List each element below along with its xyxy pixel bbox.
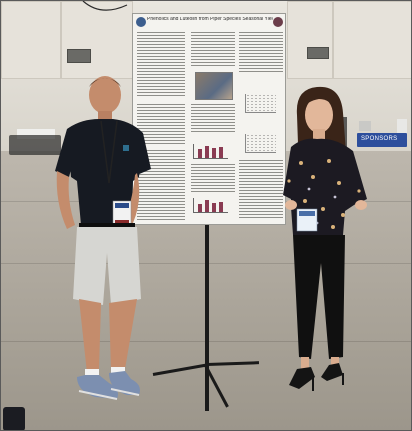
poster-text-column	[137, 32, 185, 98]
background-booth	[343, 117, 407, 147]
poster-text-column	[239, 160, 283, 220]
poster-bar-chart	[193, 198, 228, 213]
man-presenter	[55, 76, 151, 400]
wall-panel	[287, 1, 333, 79]
poster-scatter-plot	[245, 94, 276, 113]
wall-vent	[67, 49, 91, 63]
poster-bar-chart	[193, 144, 228, 159]
lab-logo-icon	[273, 17, 283, 27]
university-logo-icon	[136, 17, 146, 27]
poster-text-column	[191, 104, 235, 134]
poster-text-column	[239, 32, 283, 72]
wall-panel	[61, 1, 133, 79]
poster-stand-pole	[205, 225, 209, 411]
research-poster: Phenolics and Luteolin from Piper Specie…	[132, 13, 286, 225]
background-chairs	[9, 135, 61, 155]
ceiling-cable	[82, 1, 128, 11]
sponsor-banner	[357, 133, 407, 147]
floor-bag	[3, 407, 25, 430]
wall-panel	[1, 1, 61, 79]
background-table	[17, 129, 55, 139]
poster-text-column	[191, 164, 235, 192]
poster-scatter-plot	[245, 134, 276, 153]
wall-vent	[307, 47, 329, 59]
poster-title: Phenolics and Luteolin from Piper Specie…	[147, 17, 273, 22]
poster-text-column	[191, 32, 235, 68]
poster-text-column	[137, 104, 185, 144]
poster-photo	[195, 72, 233, 100]
woman-presenter	[283, 86, 367, 391]
wall-panel	[333, 1, 411, 79]
sponsor-banner-text: SPONSORS	[361, 136, 398, 142]
